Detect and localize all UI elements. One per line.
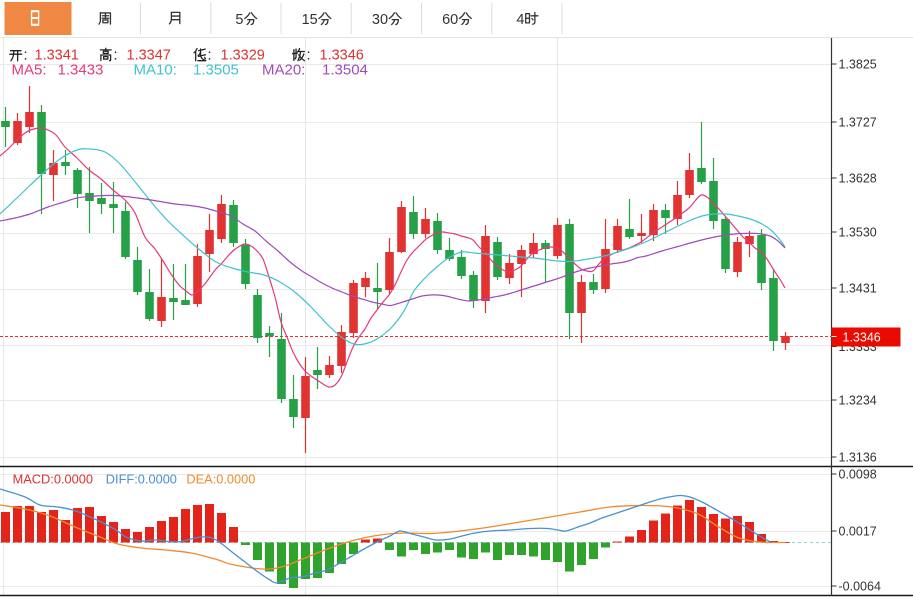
svg-text:1.3347: 1.3347 — [127, 48, 171, 64]
svg-text:MA10:: MA10: — [134, 62, 177, 79]
svg-text:MA20:: MA20: — [262, 62, 305, 79]
svg-text:-0.0064: -0.0064 — [839, 580, 881, 594]
svg-text:30: 30 — [372, 12, 388, 28]
svg-text:1.3346: 1.3346 — [320, 48, 364, 64]
svg-text::: : — [114, 48, 118, 64]
svg-text:0.0017: 0.0017 — [839, 525, 877, 539]
svg-text:1.3504: 1.3504 — [322, 62, 368, 79]
svg-text::: : — [24, 48, 28, 64]
svg-text::: : — [307, 48, 311, 64]
svg-text:1.3530: 1.3530 — [839, 226, 877, 240]
svg-text:DIFF:0.0000: DIFF:0.0000 — [106, 472, 177, 487]
svg-text::: : — [208, 48, 212, 64]
svg-text:4: 4 — [516, 12, 524, 28]
svg-text:15: 15 — [302, 12, 318, 28]
svg-text:1.3341: 1.3341 — [35, 48, 79, 64]
svg-text:1.3628: 1.3628 — [839, 172, 877, 186]
svg-text:5: 5 — [235, 12, 243, 28]
svg-text:60: 60 — [442, 12, 458, 28]
svg-text:1.3825: 1.3825 — [839, 58, 877, 72]
svg-text:1.3727: 1.3727 — [839, 116, 877, 130]
svg-text:1.3234: 1.3234 — [839, 394, 877, 408]
svg-text:DEA:0.0000: DEA:0.0000 — [186, 472, 255, 487]
svg-text:1.3346: 1.3346 — [843, 331, 881, 345]
svg-text:MA5:: MA5: — [12, 62, 47, 79]
svg-text:MACD:0.0000: MACD:0.0000 — [13, 472, 93, 487]
svg-text:1.3329: 1.3329 — [221, 48, 265, 64]
svg-text:0.0098: 0.0098 — [839, 468, 877, 482]
svg-text:1.3433: 1.3433 — [58, 62, 104, 79]
svg-text:1.3505: 1.3505 — [193, 62, 239, 79]
svg-text:1.3431: 1.3431 — [839, 282, 877, 296]
svg-text:1.3136: 1.3136 — [839, 451, 877, 465]
